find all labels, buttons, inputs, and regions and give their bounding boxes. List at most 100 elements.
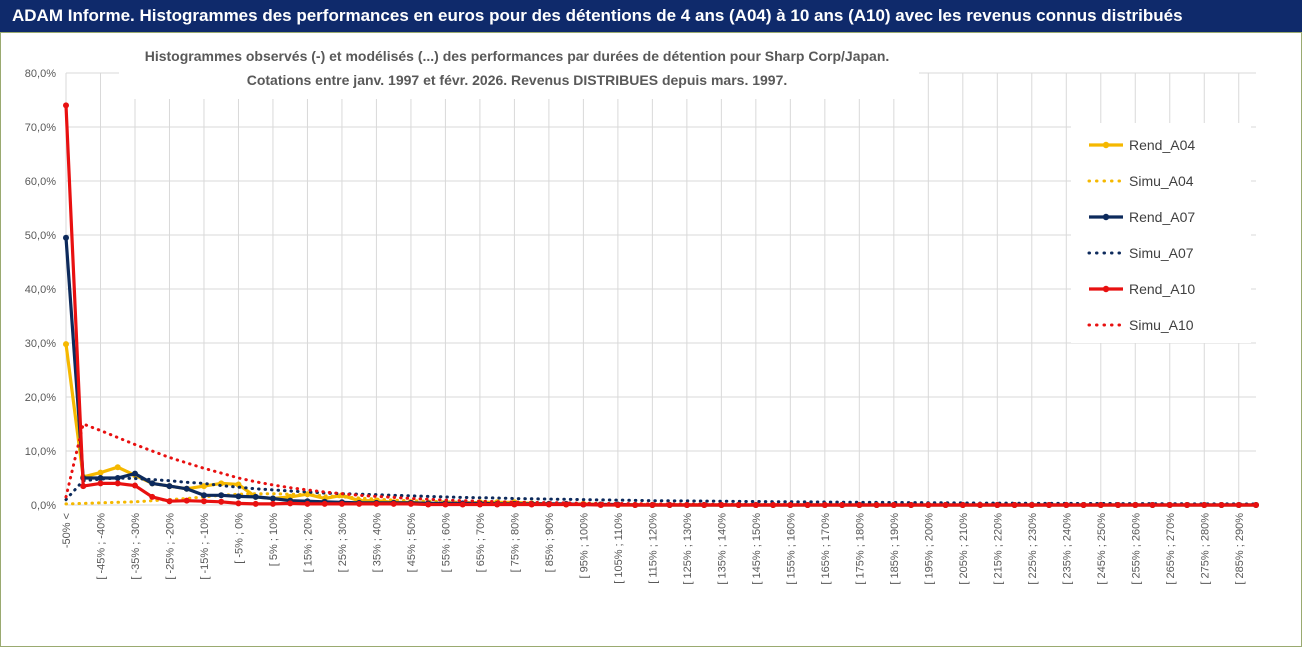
x-tick-label: [ -35% ; -30%: [130, 513, 142, 580]
data-point-rend-a10: [63, 102, 69, 109]
x-tick-label: [ 285% ; 290%: [1234, 513, 1246, 585]
data-point-rend-a10: [407, 500, 414, 507]
x-tick-label: [ 195% ; 200%: [923, 513, 935, 585]
x-tick-label: [ 95% ; 100%: [578, 513, 590, 579]
x-tick-label: [ 35% ; 40%: [371, 513, 383, 573]
data-point-rend-a07: [166, 483, 173, 490]
data-point-rend-a07: [218, 492, 225, 499]
data-point-rend-a04: [200, 483, 207, 490]
data-point-rend-a04: [63, 341, 69, 348]
series-line-simu-a07: [64, 476, 1258, 506]
x-tick-label: [ -25% ; -20%: [164, 513, 176, 580]
chart-subtitle: Cotations entre janv. 1997 et févr. 2026…: [247, 72, 788, 88]
data-point-rend-a10: [1201, 502, 1208, 508]
data-point-rend-a10: [476, 501, 483, 508]
y-tick-label: 70,0%: [25, 122, 56, 134]
legend-box: [1071, 123, 1251, 343]
data-point-rend-a10: [304, 500, 311, 507]
data-point-rend-a10: [459, 501, 466, 508]
y-tick-label: 0,0%: [31, 500, 56, 512]
x-tick-label: [ 45% ; 50%: [406, 513, 418, 573]
x-tick-label: [ 225% ; 230%: [1027, 513, 1039, 585]
title-backdrop: [119, 43, 919, 99]
x-tick-label: [ 145% ; 150%: [751, 513, 763, 585]
data-point-rend-a10: [908, 502, 915, 508]
data-point-rend-a10: [442, 501, 449, 508]
data-point-rend-a10: [373, 500, 380, 507]
x-tick-label: [ 85% ; 90%: [544, 513, 556, 573]
x-tick-label: [ 165% ; 170%: [820, 513, 832, 585]
data-point-rend-a10: [321, 500, 328, 507]
legend-marker-rend-a10: [1102, 285, 1110, 293]
legend-label-rend-a10: Rend_A10: [1129, 281, 1195, 297]
legend-label-simu-a10: Simu_A10: [1129, 317, 1194, 333]
x-tick-label: [ 115% ; 120%: [647, 513, 659, 584]
legend-label-simu-a07: Simu_A07: [1129, 245, 1194, 261]
data-point-rend-a10: [149, 493, 156, 500]
series-layer: [63, 102, 1259, 508]
histogram-chart: 0,0% 10,0% 20,0% 30,0% 40,0% 50,0% 60,0% 70,0% 8…: [25, 43, 1259, 585]
x-tick-label: [ -15% ; -10%: [199, 513, 211, 580]
y-tick-label: 30,0%: [25, 338, 56, 350]
data-point-rend-a10: [131, 482, 138, 489]
data-point-rend-a10: [287, 500, 294, 507]
data-point-rend-a07: [183, 485, 190, 492]
data-point-rend-a10: [218, 498, 225, 505]
x-tick-label: -50% <: [61, 513, 73, 548]
data-point-rend-a10: [1063, 502, 1070, 508]
data-point-rend-a10: [114, 480, 121, 487]
legend-label-rend-a04: Rend_A04: [1129, 137, 1195, 153]
data-point-rend-a07: [252, 493, 259, 500]
y-tick-label: 80,0%: [25, 68, 56, 80]
x-tick-label: [ 105% ; 110%: [613, 513, 625, 584]
data-point-rend-a10: [959, 502, 966, 508]
y-tick-label: 50,0%: [25, 230, 56, 242]
report-banner: ADAM Informe. Histogrammes des performan…: [0, 0, 1302, 32]
x-tick-label: [ 75% ; 80%: [509, 513, 521, 573]
data-point-rend-a10: [269, 500, 276, 507]
chart-legend: Rend_A04 Simu_A04 Rend_A07 Simu_A07 Rend_A10…: [1071, 123, 1251, 343]
x-axis: -50% < [ -45% ; -40% [ -35% ; -30% [ -25% ;…: [61, 513, 1246, 585]
chart-frame: 0,0% 10,0% 20,0% 30,0% 40,0% 50,0% 60,0% 70,0% 8…: [0, 32, 1302, 647]
data-point-rend-a10: [235, 500, 242, 507]
x-tick-label: [ -5% ; 0%: [233, 513, 245, 564]
data-point-rend-a10: [511, 501, 518, 508]
legend-label-rend-a07: Rend_A07: [1129, 209, 1195, 225]
legend-marker-rend-a04: [1102, 141, 1110, 149]
x-tick-label: [ 65% ; 70%: [475, 513, 487, 573]
data-point-rend-a10: [97, 480, 104, 487]
x-tick-label: [ 5% ; 10%: [268, 513, 280, 566]
y-tick-label: 10,0%: [25, 446, 56, 458]
x-tick-label: [ -45% ; -40%: [95, 513, 107, 580]
gridlines: [65, 72, 1256, 506]
data-point-rend-a07: [149, 480, 156, 487]
data-point-rend-a07: [131, 470, 138, 477]
data-point-rend-a10: [1011, 502, 1018, 508]
data-point-rend-a04: [114, 464, 121, 471]
series-line-simu-a10: [64, 422, 1258, 507]
data-point-rend-a10: [338, 500, 345, 507]
data-point-rend-a04: [97, 469, 104, 476]
y-tick-label: 20,0%: [25, 392, 56, 404]
data-point-rend-a10: [390, 500, 397, 507]
legend-label-simu-a04: Simu_A04: [1129, 173, 1194, 189]
data-point-rend-a10: [80, 483, 87, 490]
x-tick-label: [ 205% ; 210%: [958, 513, 970, 585]
x-tick-label: [ 255% ; 260%: [1130, 513, 1142, 585]
data-point-rend-a07: [235, 493, 242, 500]
x-tick-label: [ 275% ; 280%: [1199, 513, 1211, 585]
x-tick-label: [ 25% ; 30%: [337, 513, 349, 573]
y-axis: 0,0% 10,0% 20,0% 30,0% 40,0% 50,0% 60,0% 70,0% 8…: [25, 68, 56, 512]
x-tick-label: [ 235% ; 240%: [1061, 513, 1073, 585]
x-tick-label: [ 265% ; 270%: [1165, 513, 1177, 585]
y-tick-label: 40,0%: [25, 284, 56, 296]
data-point-rend-a10: [425, 501, 432, 508]
y-tick-label: 60,0%: [25, 176, 56, 188]
series-line-rend-a04: [64, 343, 1256, 507]
data-point-rend-a07: [63, 234, 69, 241]
data-point-rend-a10: [200, 498, 207, 505]
x-tick-label: [ 245% ; 250%: [1096, 513, 1108, 585]
data-point-rend-a10: [183, 497, 190, 504]
x-tick-label: [ 55% ; 60%: [440, 513, 452, 573]
x-tick-label: [ 185% ; 190%: [889, 513, 901, 585]
